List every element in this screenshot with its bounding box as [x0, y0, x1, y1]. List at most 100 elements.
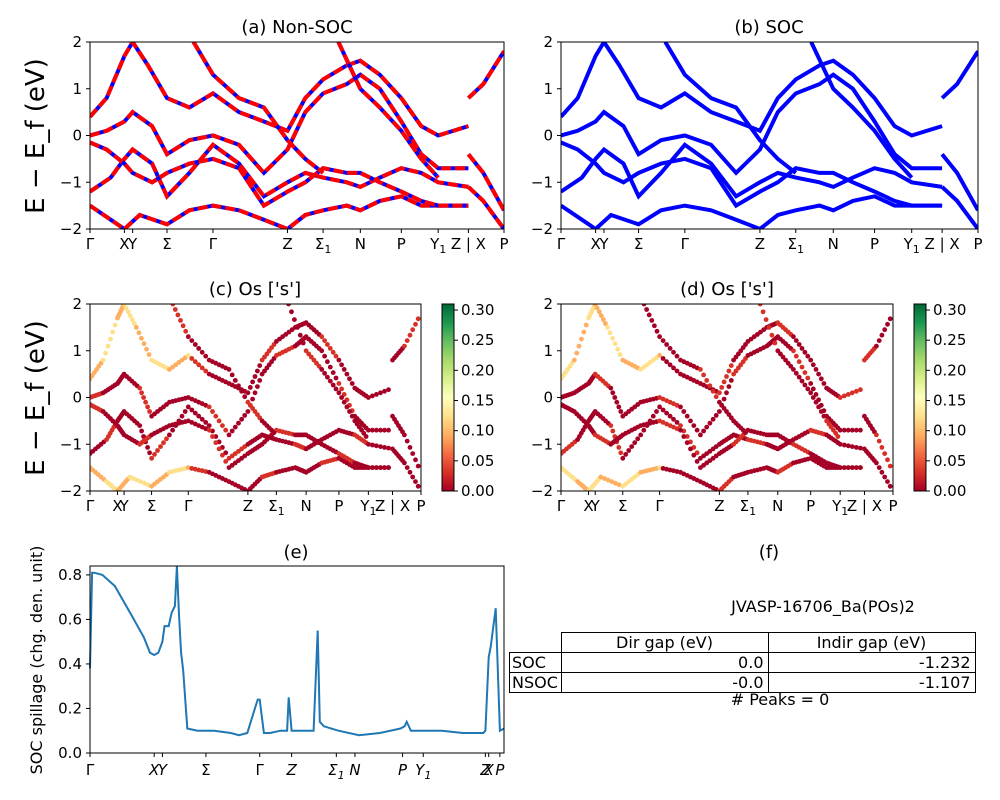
- projection-point: [598, 474, 604, 480]
- projection-point: [615, 346, 621, 352]
- x-tick-label: X: [590, 235, 600, 253]
- x-tick-label: Y1: [359, 497, 376, 518]
- projection-point: [292, 317, 297, 322]
- projection-point: [757, 304, 763, 307]
- projection-point: [618, 450, 624, 456]
- projection-point: [236, 420, 241, 426]
- projection-point: [206, 423, 212, 428]
- x-tick-label: Σ: [618, 497, 627, 515]
- y-tick-label: 1: [72, 80, 82, 98]
- projection-point: [363, 434, 369, 439]
- y-tick-label: 0: [543, 389, 553, 407]
- projection-point: [344, 371, 350, 377]
- projection-point: [684, 434, 690, 439]
- projection-point: [333, 353, 339, 359]
- projection-point: [650, 413, 656, 419]
- projection-point: [598, 313, 604, 319]
- gap-table-cell: -1.232: [767, 652, 976, 673]
- projection-point: [793, 370, 799, 376]
- projection-point: [654, 328, 660, 334]
- projection-point: [415, 483, 421, 489]
- projection-point: [879, 445, 885, 450]
- x-tick-label: X: [583, 497, 593, 515]
- projection-point: [743, 430, 748, 435]
- gap-table-row-label: SOC: [509, 652, 562, 673]
- projection-point: [805, 386, 811, 392]
- x-tick-label: Y1: [415, 761, 431, 782]
- projection-point: [141, 395, 147, 400]
- projection-point: [802, 349, 808, 355]
- gap-table-cell: -0.0: [560, 672, 769, 693]
- projection-point: [608, 423, 614, 428]
- projection-point: [366, 427, 371, 433]
- x-tick-label: Z | X: [375, 497, 410, 515]
- y-tick-label: 1: [543, 342, 553, 360]
- x-tick-label: Σ: [147, 497, 156, 515]
- projection-point: [333, 375, 339, 381]
- y-tick-label: 0: [543, 127, 553, 145]
- projection-point: [849, 390, 855, 396]
- projection-point: [613, 480, 618, 486]
- y-tick-label: 1: [543, 80, 553, 98]
- projection-point: [581, 329, 587, 335]
- y-tick-label: 0.8: [58, 566, 82, 584]
- panel-e-ylabel: SOC spillage (chg. den. unit): [27, 546, 46, 775]
- x-tick-label: Z: [243, 497, 253, 515]
- projection-point: [183, 328, 189, 334]
- projection-point: [336, 381, 342, 386]
- band-line-soc: [561, 72, 943, 176]
- projection-point: [616, 404, 622, 410]
- projection-point: [271, 430, 277, 435]
- projection-point: [370, 442, 375, 448]
- projection-point: [574, 350, 580, 356]
- band-line-nsoc-dashed: [336, 42, 440, 179]
- colorbar-tick-label: 0.05: [461, 452, 494, 470]
- projection-point: [760, 309, 766, 315]
- projection-point: [196, 362, 202, 368]
- gap-table-cell: -1.107: [767, 672, 976, 693]
- projection-point: [724, 390, 729, 396]
- band-line-soc: [663, 42, 798, 175]
- projection-point: [635, 436, 641, 442]
- x-tick-label: X: [112, 497, 122, 515]
- projection-point: [887, 483, 893, 489]
- projection-point: [707, 420, 713, 426]
- projection-point: [229, 372, 235, 378]
- band-line-nsoc-dashed: [467, 185, 504, 229]
- projection-point: [763, 317, 769, 322]
- projection-point: [139, 390, 145, 396]
- projection-point: [701, 372, 706, 378]
- projection-point: [845, 427, 851, 433]
- projection-point: [370, 427, 375, 433]
- projection-point: [726, 384, 732, 389]
- projection-point: [818, 409, 824, 414]
- projection-point: [837, 395, 843, 400]
- projection-point: [837, 465, 843, 470]
- gap-table-header-row: Dir gap (eV) Indir gap (eV): [510, 632, 976, 653]
- projection-point: [123, 305, 129, 311]
- projection-point: [616, 482, 622, 488]
- band-line-nsoc-dashed: [467, 50, 504, 100]
- projection-point: [813, 392, 819, 397]
- panel-a-ticks: Γ XY Σ Γ Z Σ1 N P Y1 Z | X P −2 −1 0 1 2: [60, 33, 509, 256]
- projection-point: [286, 304, 291, 307]
- projection-point: [841, 442, 847, 448]
- projection-point: [664, 342, 669, 347]
- projection-point: [617, 352, 623, 357]
- projection-point: [793, 353, 799, 359]
- band-line-soc: [561, 140, 943, 209]
- projection-point: [347, 376, 352, 382]
- projection-point: [766, 325, 772, 330]
- projection-point: [325, 359, 330, 365]
- projection-point: [879, 469, 885, 475]
- projection-point: [841, 427, 847, 433]
- projection-point: [410, 327, 416, 333]
- band-line-nsoc-dashed: [90, 72, 469, 176]
- projection-point: [349, 413, 355, 419]
- projection-point: [610, 390, 616, 396]
- projection-point: [610, 428, 616, 434]
- projection-point: [818, 376, 824, 382]
- projection-point: [698, 367, 703, 372]
- projection-point: [250, 379, 256, 385]
